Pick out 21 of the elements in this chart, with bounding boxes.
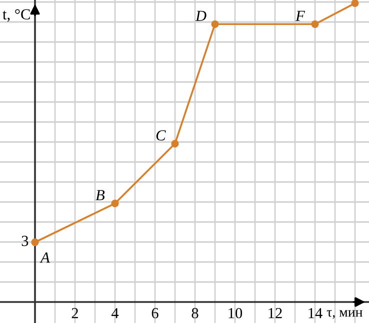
x-tick-label: 12 [268,308,282,318]
x-tick-label: 8 [192,308,198,318]
x-tick-label: 14 [308,308,322,318]
annotation: F [295,10,306,21]
x-axis-title: τ, мин [326,310,362,319]
x-tick-label: 4 [111,308,119,318]
point [351,0,359,8]
annotation: 3 [22,236,28,246]
annotation: B [96,190,105,200]
annotation: A [40,252,50,263]
x-tick-label: 6 [152,308,158,318]
point [111,200,119,208]
annotation: D [195,10,206,21]
x-tick-label: 10 [228,308,242,318]
point [211,20,219,28]
annotation: C [156,130,166,141]
x-tick-label: 2 [72,308,78,318]
y-axis-title: t, °C [2,9,30,22]
point [171,140,179,148]
point [31,238,39,246]
point [311,20,319,28]
